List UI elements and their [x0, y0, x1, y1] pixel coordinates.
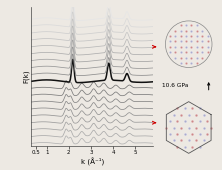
Y-axis label: F(k): F(k) — [22, 70, 29, 83]
X-axis label: k (Å⁻¹): k (Å⁻¹) — [81, 157, 104, 166]
Text: 10.6 GPa: 10.6 GPa — [162, 83, 188, 88]
